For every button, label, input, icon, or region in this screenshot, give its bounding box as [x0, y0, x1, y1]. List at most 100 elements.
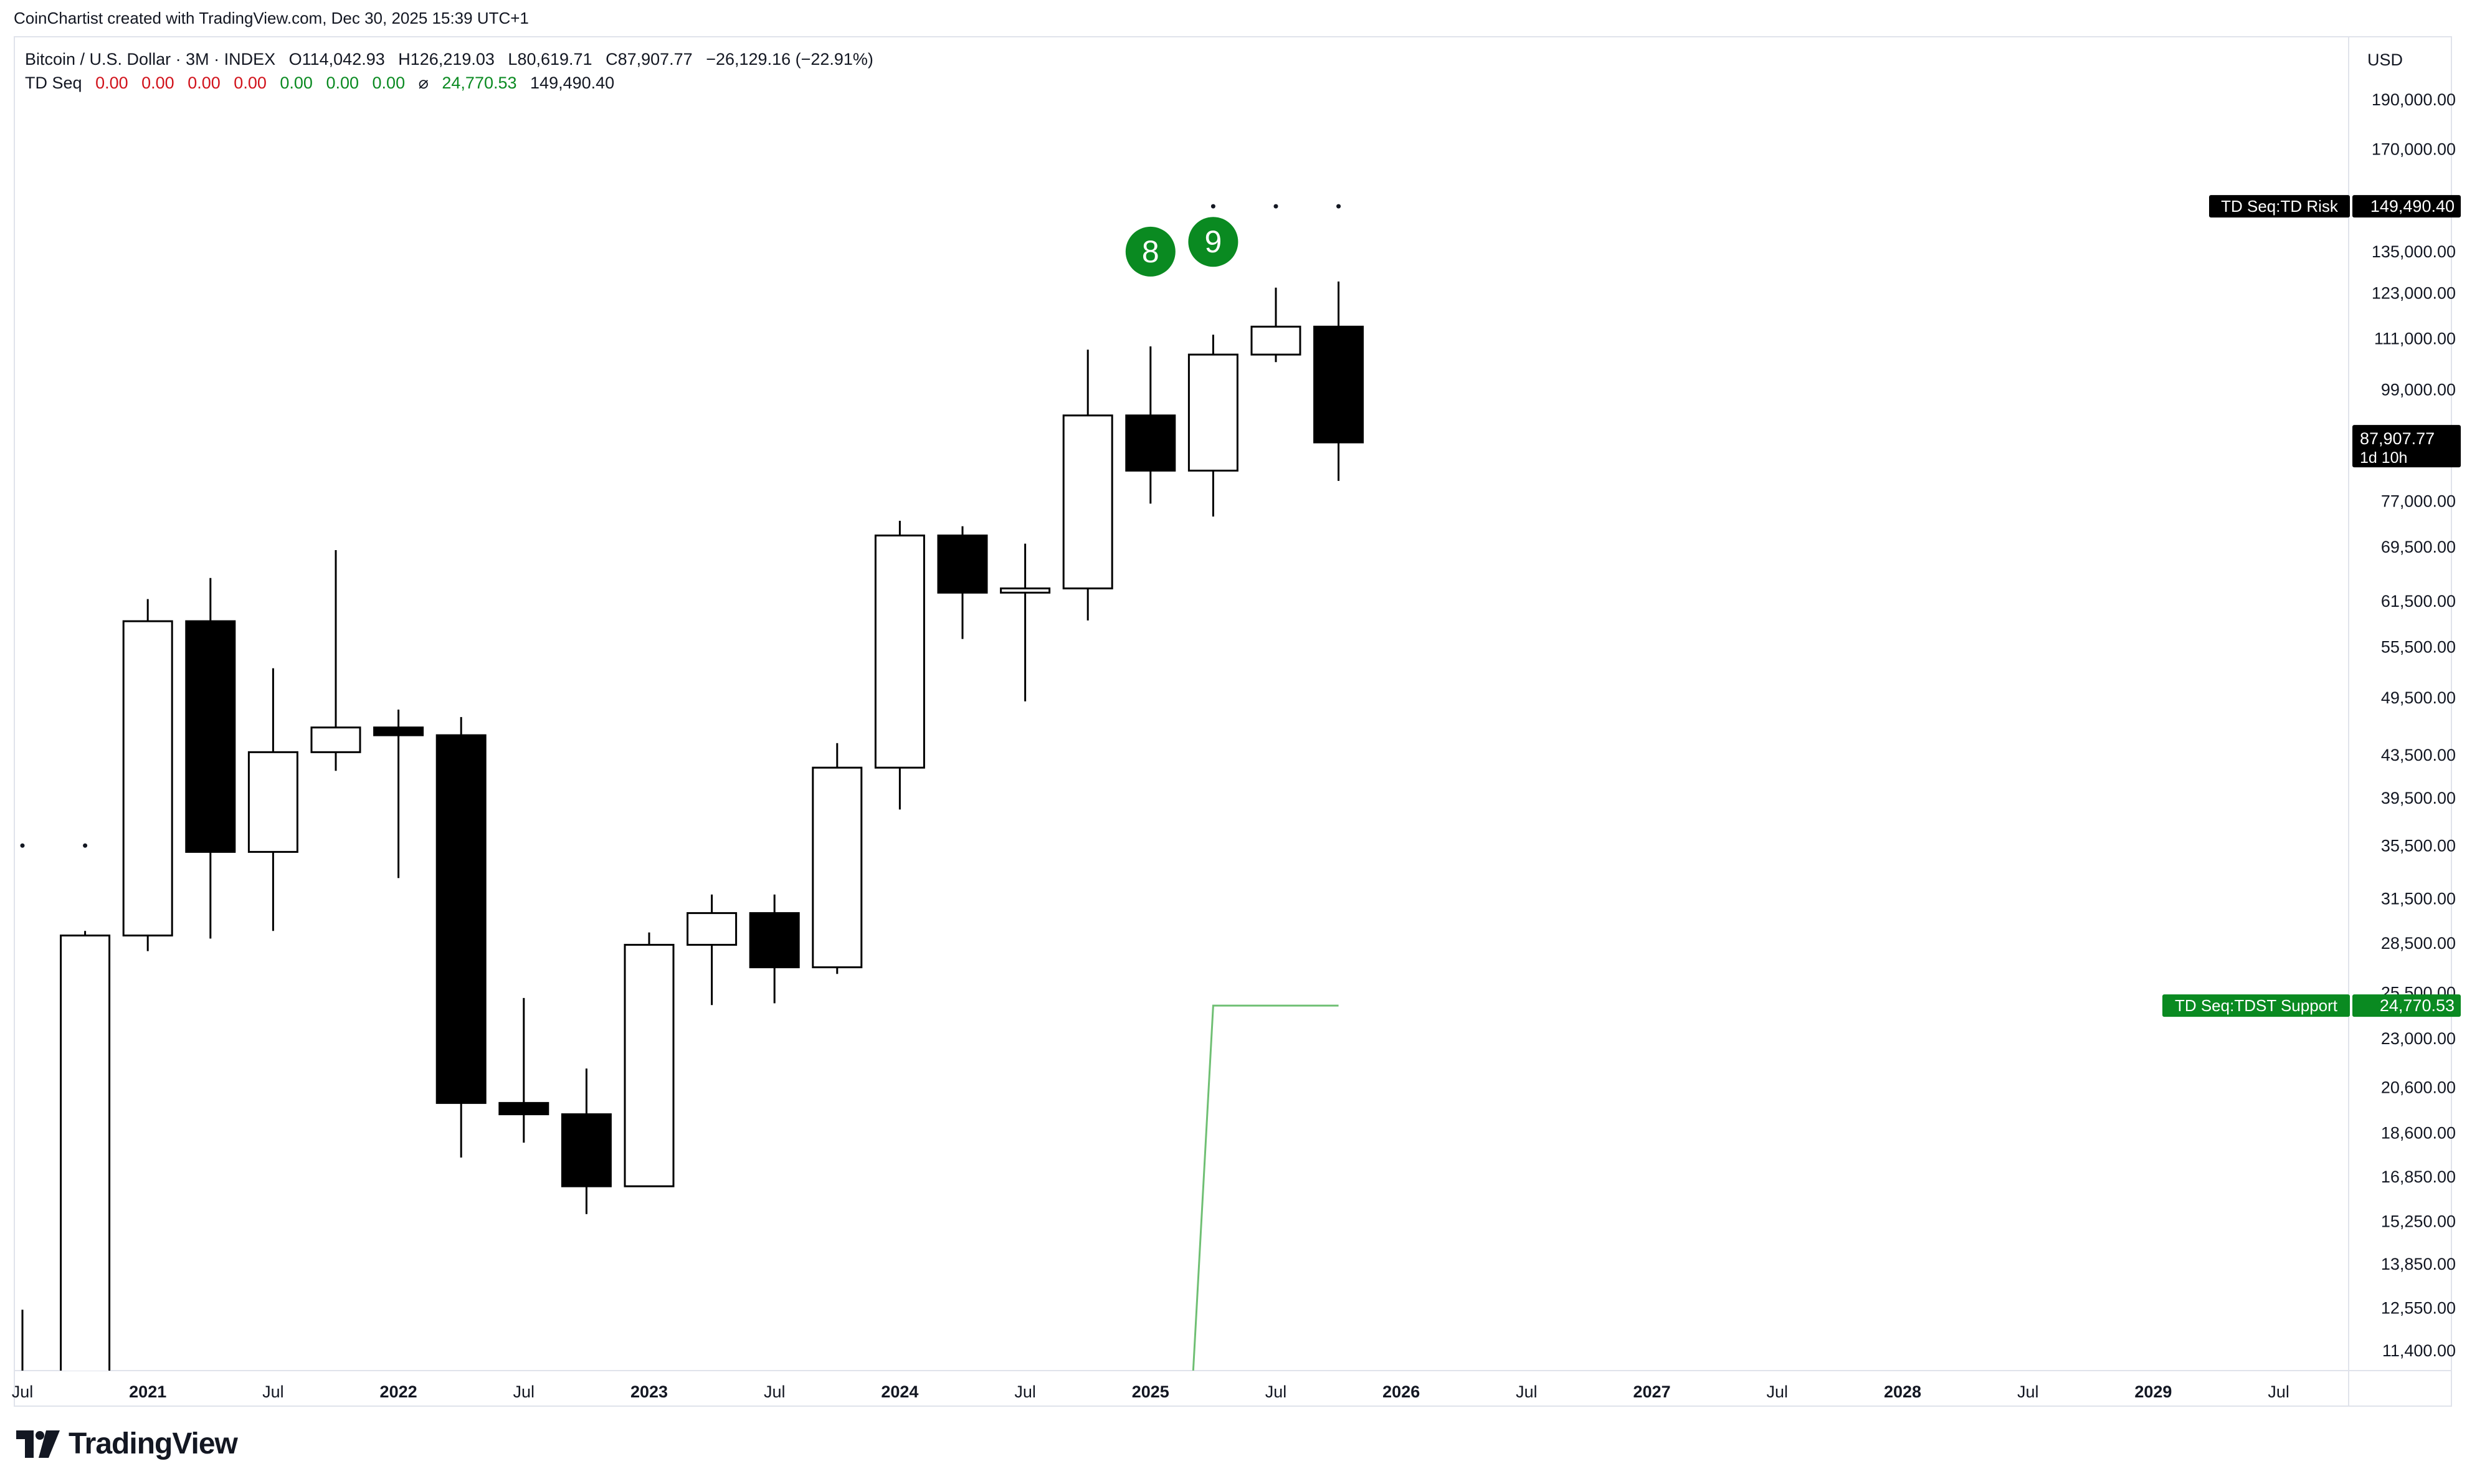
price-badge-value-bg: [2352, 994, 2461, 1017]
time-tick-label: Jul: [1265, 1382, 1287, 1401]
candle: [687, 894, 738, 1006]
time-tick-label: Jul: [764, 1382, 786, 1401]
price-tick-label: 61,500.00: [2381, 592, 2456, 611]
candle-body: [812, 766, 863, 969]
candle: [1062, 350, 1113, 621]
price-tick-label: 43,500.00: [2381, 746, 2456, 764]
time-tick-label: 2025: [1132, 1382, 1169, 1401]
price-badge-label: TD Seq:TD Risk: [2221, 197, 2339, 216]
candle: [498, 997, 549, 1143]
price-tick-label: 55,500.00: [2381, 637, 2456, 656]
indicator-value: 0.00: [141, 74, 174, 92]
time-tick-label: Jul: [2268, 1382, 2289, 1401]
time-tick-label: 2022: [380, 1382, 417, 1401]
candle: [624, 932, 675, 1187]
candle: [185, 578, 236, 939]
price-tick-label: 18,600.00: [2381, 1124, 2456, 1143]
candle: [60, 931, 111, 1371]
price-tick-label: 190,000.00: [2372, 90, 2456, 109]
price-tick-label: 77,000.00: [2381, 492, 2456, 511]
candle-body: [1313, 325, 1364, 444]
td-risk-dot: [1273, 204, 1278, 209]
candle: [1187, 335, 1238, 517]
legend-symbol-row[interactable]: Bitcoin / U.S. Dollar · 3M · INDEX O114,…: [25, 47, 882, 71]
indicator-support-value: 24,770.53: [442, 74, 517, 92]
price-tick-label: 13,850.00: [2381, 1255, 2456, 1273]
price-tick-label: 111,000.00: [2374, 330, 2456, 348]
candle-body: [60, 935, 111, 1371]
brand-name: TradingView: [69, 1427, 238, 1460]
indicator-risk-value: 149,490.40: [530, 74, 615, 92]
candle-body: [1000, 587, 1051, 594]
legend-change: −26,129.16 (−22.91%): [706, 50, 873, 69]
time-tick-label: 2021: [129, 1382, 166, 1401]
indicator-value: 0.00: [372, 74, 406, 92]
price-tick-label: 15,250.00: [2381, 1212, 2456, 1230]
legend-close: C87,907.77: [606, 50, 693, 69]
td-count-text: 8: [1142, 234, 1159, 269]
candle-body: [874, 535, 925, 769]
indicator-value: 0.00: [280, 74, 313, 92]
legend-indicator-row[interactable]: TD Seq 0.00 0.00 0.00 0.00 0.00 0.00 0.0…: [25, 71, 882, 95]
legend-low: L80,619.71: [508, 50, 592, 69]
tradingview-logo-icon: [16, 1430, 60, 1458]
indicator-dot: [20, 843, 25, 848]
price-badge-label-bg: [2209, 195, 2350, 218]
price-tick-label: 11,400.00: [2382, 1341, 2456, 1360]
candle-body: [247, 751, 298, 853]
price-tick-label: 23,000.00: [2381, 1029, 2456, 1048]
price-tick-label: 12,550.00: [2381, 1298, 2456, 1317]
indicator-name[interactable]: TD Seq: [25, 74, 82, 92]
time-tick-label: Jul: [513, 1382, 535, 1401]
td-risk-dot: [1336, 204, 1341, 209]
time-tick-label: 2029: [2134, 1382, 2172, 1401]
candle-body: [373, 726, 424, 736]
indicator-value: 0.00: [95, 74, 128, 92]
candle-body: [185, 620, 236, 853]
candle: [1313, 281, 1364, 481]
time-tick-label: Jul: [2017, 1382, 2039, 1401]
price-tick-label: 16,850.00: [2381, 1168, 2456, 1186]
legend-open: O114,042.93: [288, 50, 385, 69]
candle: [1250, 287, 1301, 363]
candle-body: [687, 912, 738, 946]
price-badge: TD Seq:TD Risk 149,490.40: [2209, 195, 2461, 218]
price-tick-label: 123,000.00: [2372, 283, 2456, 302]
currency-label: USD: [2367, 50, 2403, 69]
candle: [247, 668, 298, 931]
price-tick-label: 99,000.00: [2381, 380, 2456, 399]
candle: [874, 520, 925, 810]
price-tick-label: 170,000.00: [2372, 140, 2456, 158]
legend-high: H126,219.03: [398, 50, 495, 69]
td-risk-dot: [1210, 204, 1215, 209]
price-tick-label: 69,500.00: [2381, 538, 2456, 556]
time-tick-label: Jul: [1014, 1382, 1036, 1401]
candle: [812, 743, 863, 974]
time-tick-label: 2026: [1382, 1382, 1420, 1401]
time-tick-label: Jul: [1767, 1382, 1789, 1401]
candle-body: [1250, 325, 1301, 356]
candle: [1000, 543, 1051, 702]
chart-frame: [14, 36, 2452, 1407]
candle-body: [1125, 414, 1176, 472]
candle: [373, 709, 424, 878]
tdst-support-line: [1192, 1004, 1339, 1371]
candle: [749, 894, 800, 1004]
time-tick-label: Jul: [12, 1382, 34, 1401]
td-count-badge: [1125, 226, 1176, 277]
indicator-value: 0.00: [326, 74, 359, 92]
indicator-na-icon: ⌀: [418, 74, 429, 92]
chart-legend: Bitcoin / U.S. Dollar · 3M · INDEX O114,…: [25, 47, 882, 95]
price-badge-label: TD Seq:TDST Support: [2175, 996, 2338, 1015]
candle-body: [937, 535, 988, 594]
tradingview-brand[interactable]: TradingView: [16, 1427, 238, 1461]
candle-body: [749, 912, 800, 969]
price-badge-value: 149,490.40: [2370, 197, 2455, 216]
time-tick-label: 2024: [881, 1382, 918, 1401]
candle-body: [435, 734, 487, 1104]
td-count-label: 8: [1125, 226, 1176, 277]
legend-symbol[interactable]: Bitcoin / U.S. Dollar · 3M · INDEX: [25, 50, 276, 69]
last-price-value: 87,907.77: [2360, 429, 2435, 448]
indicator-value: 0.00: [234, 74, 267, 92]
